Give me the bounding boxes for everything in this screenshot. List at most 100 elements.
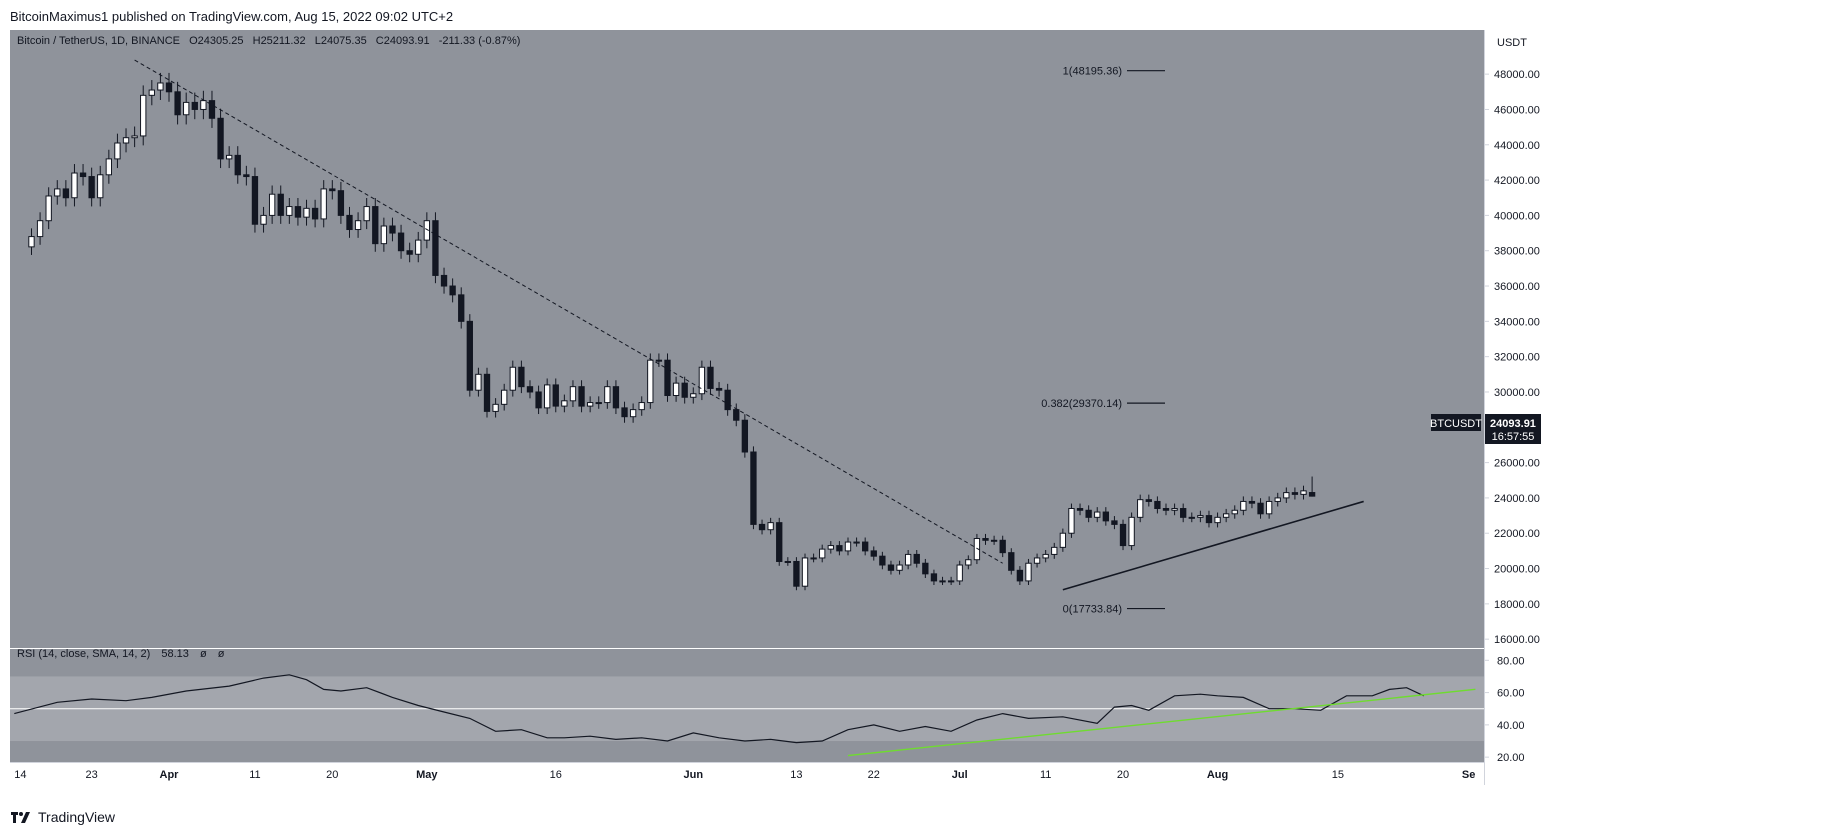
symbol-name: Bitcoin / TetherUS, 1D, BINANCE	[17, 35, 180, 47]
candle-down	[1154, 500, 1161, 510]
price-pane[interactable]	[10, 30, 1484, 648]
candle-up	[973, 538, 981, 561]
candle-down	[518, 366, 525, 388]
price-tick-label: 38000.00	[1494, 246, 1540, 258]
candle-up	[148, 89, 155, 96]
candle-down	[887, 564, 895, 571]
footer-brand[interactable]: TradingView	[38, 809, 116, 825]
candle-down	[1008, 552, 1015, 571]
candle-down	[329, 188, 336, 192]
close-value: 24093.91	[384, 35, 430, 47]
candle-down	[311, 207, 319, 220]
candle-up	[303, 207, 310, 218]
candle-down	[664, 359, 671, 397]
candle-up	[672, 382, 680, 397]
candle-down	[922, 562, 929, 575]
price-tick-label: 44000.00	[1494, 140, 1540, 152]
candle-down	[707, 366, 714, 389]
candle-up	[1197, 515, 1204, 518]
rsi-tick-label: 60.00	[1497, 688, 1525, 700]
rsi-legend-label: RSI (14, close, SMA, 14, 2)	[17, 648, 150, 660]
open-label: O	[189, 35, 198, 47]
candle-down	[1076, 508, 1084, 511]
candle-up	[647, 359, 654, 404]
candle-down	[389, 225, 396, 234]
candle-up	[122, 137, 130, 144]
price-tick-label: 18000.00	[1494, 599, 1540, 611]
candle-down	[1205, 515, 1213, 524]
time-tick-label: 16	[550, 769, 562, 781]
symbol-legend[interactable]: Bitcoin / TetherUS, 1D, BINANCE O24305.2…	[17, 35, 520, 47]
current-price-marker: BTCUSDT 24093.91 16:57:55	[1430, 414, 1541, 444]
candle-down	[621, 407, 628, 418]
candle-up	[827, 545, 834, 550]
rsi-layer	[10, 674, 1484, 757]
candle-down	[165, 82, 173, 93]
candle-up	[1283, 492, 1290, 499]
candle-up	[200, 100, 207, 110]
candle-up	[1274, 497, 1281, 502]
candle-down	[277, 193, 284, 216]
time-axis[interactable]: 14 23 Apr 11 20 May 16 Jun 13 22 Jul 11 20 Aug 15 Se	[14, 769, 1475, 781]
high-value: 25211.32	[261, 35, 306, 47]
candle-down	[79, 172, 87, 178]
candle-up	[904, 553, 912, 566]
candle-up	[1033, 557, 1041, 564]
symbol-tag-label: BTCUSDT	[1430, 418, 1482, 430]
rsi-line	[14, 674, 1425, 744]
time-tick-label: May	[416, 769, 438, 781]
fib-level-label: 1(48195.36)	[1063, 66, 1122, 78]
candle-up	[114, 142, 121, 160]
candle-down	[397, 232, 405, 252]
candle-down	[1016, 569, 1024, 582]
candle-up	[690, 393, 697, 398]
candle-up	[1068, 508, 1075, 534]
price-tick-label: 26000.00	[1494, 458, 1540, 470]
candle-down	[1085, 509, 1092, 518]
time-tick-label: Aug	[1207, 769, 1228, 781]
candle-up	[1214, 516, 1221, 524]
candle-up	[423, 220, 431, 241]
candle-up	[1025, 562, 1032, 582]
candle-down	[862, 541, 869, 552]
candle-up	[767, 522, 774, 531]
candle-up	[1188, 516, 1195, 519]
change-value: -211.33 (-0.87%)	[439, 35, 521, 47]
candle-down	[1145, 499, 1152, 502]
candle-down	[1257, 502, 1264, 515]
candle-down	[526, 386, 534, 393]
candle-up	[509, 366, 516, 391]
candle-down	[1180, 508, 1187, 518]
candle-up	[1128, 516, 1135, 547]
price-tick-label: 46000.00	[1494, 104, 1540, 116]
candle-down	[578, 386, 585, 407]
candle-down	[294, 206, 302, 218]
time-tick-label: 15	[1332, 769, 1344, 781]
candle-down	[174, 91, 181, 116]
fib-level-label: 0(17733.84)	[1063, 604, 1122, 616]
candle-down	[1291, 492, 1299, 495]
candle-down	[715, 387, 723, 391]
candle-up	[595, 402, 602, 405]
time-tick-label: Se	[1462, 769, 1475, 781]
open-value: 24305.25	[198, 35, 244, 47]
candle-up	[990, 539, 998, 542]
candle-down	[234, 154, 241, 176]
candle-down	[432, 220, 439, 276]
chart-frame: 1(48195.36) 0.382(29370.14) 0(17733.84) 16…	[10, 30, 1815, 796]
candle-down	[208, 100, 216, 119]
rsi-legend[interactable]: RSI (14, close, SMA, 14, 2) 58.13 ø ø	[17, 648, 225, 660]
candle-down	[750, 451, 757, 525]
candle-down	[1102, 511, 1109, 522]
candle-up	[1051, 546, 1058, 555]
candle-down	[776, 522, 783, 562]
trendlines-layer	[134, 59, 1364, 591]
candle-up	[492, 403, 499, 412]
candle-up	[28, 236, 35, 248]
rsi-axis[interactable]: 20.00 40.00 60.00 80.00	[1484, 655, 1525, 764]
chart-svg[interactable]: 1(48195.36) 0.382(29370.14) 0(17733.84) 16…	[10, 30, 1815, 796]
candle-up	[1042, 553, 1049, 559]
price-tag-value: 24093.91	[1490, 418, 1536, 430]
close-label: C	[376, 35, 384, 47]
candle-up	[1231, 509, 1238, 515]
